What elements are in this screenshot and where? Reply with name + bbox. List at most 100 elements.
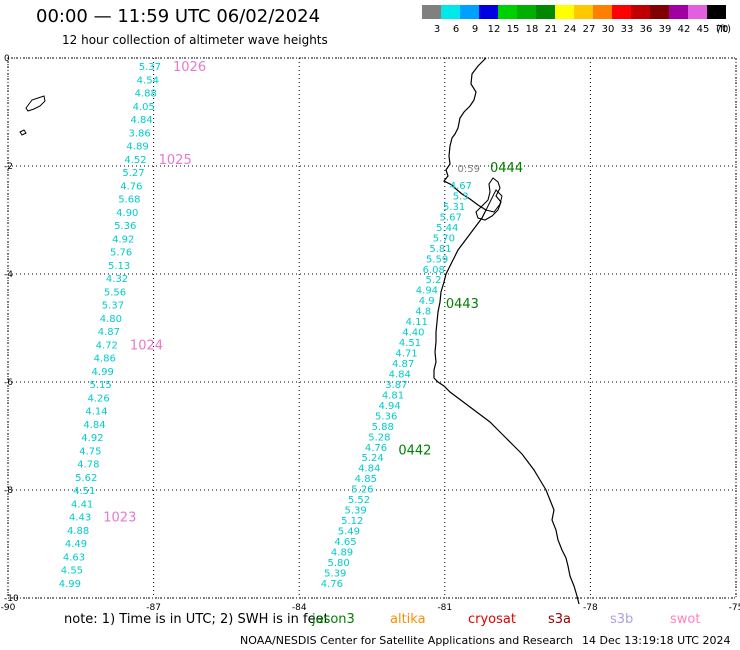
east-track-value: 4.76 <box>365 443 387 454</box>
legend-label: 33 <box>621 24 634 35</box>
legend-label: 18 <box>526 24 539 35</box>
east-track-start-label: 0:59 <box>458 164 480 175</box>
legend-label: 45 <box>697 24 710 35</box>
west-track-value: 4.63 <box>63 552 85 563</box>
east-track-value: 4.76 <box>321 579 343 590</box>
east-track-value: 4.85 <box>355 474 377 485</box>
footer-timestamp: 14 Dec 13:19:18 UTC 2024 <box>582 634 731 647</box>
east-track-value: 4.94 <box>378 401 400 412</box>
coastline-gulf-inlet <box>485 189 503 213</box>
west-track-value: 4.55 <box>61 566 83 577</box>
mission-label-swot: swot <box>670 612 701 627</box>
west-track-wave-heights: 5.37 4.54 4.88 4.05 4.84 3.86 4.89 4.52 5.27 4.76… <box>59 62 161 590</box>
west-track-value: 4.99 <box>92 367 114 378</box>
legend-swatch <box>593 5 612 19</box>
coastline <box>19 57 580 605</box>
east-track-value: 5.49 <box>338 527 360 538</box>
legend-label: 39 <box>659 24 672 35</box>
east-track-time-label: 0444 <box>490 161 523 176</box>
east-track-value: 5.59 <box>426 254 448 265</box>
latitude-tick-label: -6 <box>4 378 13 388</box>
west-track-value: 4.49 <box>65 539 87 550</box>
west-track-value: 4.90 <box>116 208 138 219</box>
legend-label: 24 <box>564 24 577 35</box>
west-track-value: 5.76 <box>110 248 132 259</box>
longitude-tick-label: -78 <box>583 603 598 613</box>
east-track-time-label: 0443 <box>446 297 479 312</box>
legend-swatch <box>555 5 574 19</box>
west-track-value: 5.62 <box>75 473 97 484</box>
mission-label-cryosat: cryosat <box>468 612 516 627</box>
east-track-value: 5.36 <box>375 411 397 422</box>
east-track-value: 4.81 <box>382 390 404 401</box>
east-track-value: 5.3 <box>453 191 469 202</box>
west-track-value: 4.32 <box>106 274 128 285</box>
east-track-value: 4.71 <box>395 349 417 360</box>
longitude-tick-label: -81 <box>437 603 452 613</box>
legend-swatch <box>688 5 707 19</box>
legend-swatch <box>631 5 650 19</box>
galapagos-island-small <box>19 129 27 136</box>
east-track-value: 4.94 <box>416 286 438 297</box>
east-track-value: 5.12 <box>341 516 363 527</box>
legend-label: 21 <box>545 24 558 35</box>
coastline-mainland <box>433 57 580 605</box>
legend-swatch <box>707 5 726 19</box>
east-track-value: 4.87 <box>392 359 414 370</box>
west-track-value: 4.78 <box>77 460 99 471</box>
west-track-value: 4.88 <box>135 89 157 100</box>
legend-swatch <box>460 5 479 19</box>
page-subtitle: 12 hour collection of altimeter wave hei… <box>62 33 328 47</box>
legend-label: 3 <box>434 24 440 35</box>
west-track-time-label: 1026 <box>173 60 206 75</box>
legend-swatch <box>479 5 498 19</box>
west-track-value: 4.84 <box>83 420 105 431</box>
west-track-value: 5.13 <box>108 261 130 272</box>
east-track-value: 4.9 <box>419 296 435 307</box>
east-track-value: 4.67 <box>450 181 472 192</box>
latitude-tick-label: -10 <box>4 594 19 604</box>
east-track-value: 5.81 <box>429 244 451 255</box>
east-track-value: 5.70 <box>433 233 455 244</box>
legend-label: 30 <box>602 24 615 35</box>
latitude-tick-label: 0 <box>4 54 10 64</box>
west-track-value: 5.36 <box>114 221 136 232</box>
west-track-value: 5.15 <box>90 380 112 391</box>
west-track-value: 4.99 <box>59 579 81 590</box>
east-track-value: 5.28 <box>368 432 390 443</box>
legend-swatch <box>517 5 536 19</box>
west-track-value: 4.80 <box>100 314 122 325</box>
longitude-tick-label: -87 <box>146 603 161 613</box>
west-track-value: 4.51 <box>73 486 95 497</box>
west-track-value: 4.88 <box>67 526 89 537</box>
west-track-time-label: 1025 <box>159 153 192 168</box>
west-track-value: 5.68 <box>118 195 140 206</box>
legend-swatch <box>574 5 593 19</box>
legend-swatch <box>498 5 517 19</box>
legend-label: 70 <box>716 24 729 35</box>
west-track-value: 4.87 <box>98 327 120 338</box>
page-title: 00:00 — 11:59 UTC 06/02/2024 <box>36 6 321 27</box>
footer-note: note: 1) Time is in UTC; 2) SWH is in fe… <box>64 612 329 627</box>
legend-swatch <box>536 5 555 19</box>
west-track-value: 4.54 <box>137 75 159 86</box>
west-track-value: 4.92 <box>112 234 134 245</box>
galapagos-island-large <box>25 95 46 112</box>
east-track-value: 5.44 <box>436 223 458 234</box>
mission-label-s3b: s3b <box>610 612 634 627</box>
longitude-tick-label: -75 <box>729 603 740 613</box>
legend-label: 12 <box>488 24 501 35</box>
legend-label: 42 <box>678 24 691 35</box>
longitude-tick-label: -90 <box>1 603 16 613</box>
west-track-value: 4.86 <box>94 354 116 365</box>
east-track-value: 5.88 <box>372 422 394 433</box>
legend-label: 27 <box>583 24 596 35</box>
east-track-value: 3.87 <box>385 380 407 391</box>
east-track-value: 5.2 <box>426 275 442 286</box>
west-track-value: 3.86 <box>128 128 150 139</box>
footer-credit: NOAA/NESDIS Center for Satellite Applica… <box>240 634 574 647</box>
east-track-time-label: 0442 <box>398 444 431 459</box>
east-track-value: 5.24 <box>361 453 383 464</box>
coastline-island-east <box>475 177 502 221</box>
